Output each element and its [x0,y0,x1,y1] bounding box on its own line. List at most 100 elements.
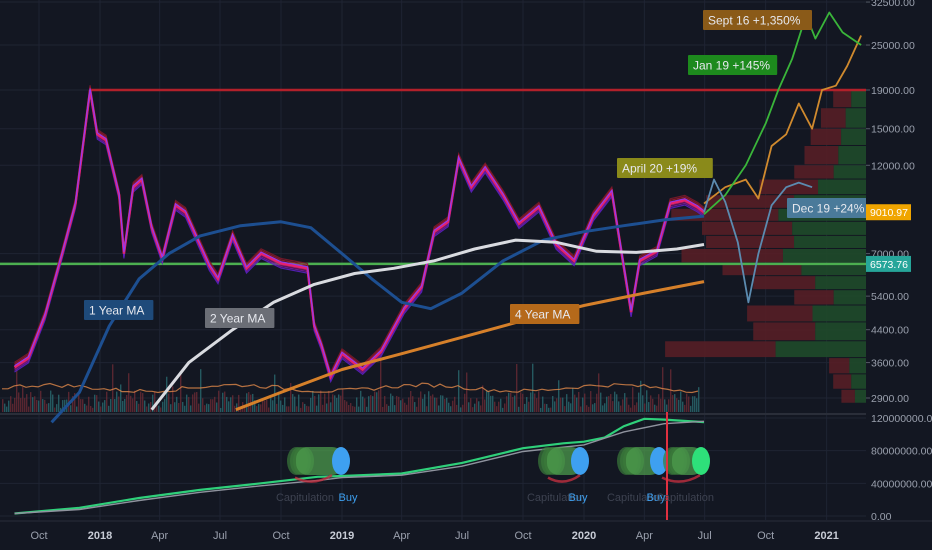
volume-bar [498,401,500,412]
volume-bar [372,396,374,412]
indicator-dip [294,474,333,483]
volume-bar [546,404,548,412]
volume-bar [650,395,652,412]
volume-bar [612,401,614,412]
volume-bar [558,380,560,412]
volume-bar [676,398,678,412]
volume-bar [648,402,650,412]
volume-profile-bar-buy [838,145,866,165]
volume-bar [2,399,4,412]
volume-bar [686,393,688,412]
volume-bar [464,393,466,412]
volume-bar [42,399,44,412]
volume-bar [44,399,46,412]
volume-bar [34,396,36,412]
volume-bar [206,403,208,412]
indicator-tick-label: 0.00 [871,511,892,523]
volume-bar [234,405,236,412]
signal-end-marker [692,447,710,475]
volume-bar [296,406,298,412]
volume-bar [54,407,56,412]
volume-bar [394,405,396,412]
volume-profile-bar-buy [851,90,866,108]
volume-bar [548,407,550,412]
volume-bar [212,399,214,412]
time-tick-label: Oct [272,530,289,542]
volume-bar [468,402,470,412]
volume-bar [60,407,62,412]
volume-bar [92,407,94,412]
volume-bar [396,395,398,412]
volume-bar [348,405,350,412]
volume-bar [508,392,510,412]
volume-bar [168,393,170,412]
price-tick-label: 15000.00 [871,124,915,136]
volume-bar [266,399,268,412]
volume-bar [696,398,698,412]
volume-bar [374,391,376,412]
volume-bar [532,363,534,412]
volume-bar [138,403,140,412]
time-tick-label: Apr [393,530,410,542]
volume-bar [566,394,568,412]
axis-panel [866,0,932,550]
volume-bar [220,407,222,412]
volume-bar [120,384,122,412]
volume-bar [126,395,128,412]
volume-profile-bar-buy [854,389,866,403]
indicator-label: Capitulation [656,492,714,504]
volume-bar [476,398,478,412]
volume-bar [480,405,482,412]
price-tick-label: 4400.00 [871,325,909,337]
volume-bar [16,368,18,412]
volume-bar [680,391,682,412]
time-tick-label: Jul [698,530,712,542]
volume-bar [200,369,202,412]
volume-bar [210,399,212,412]
volume-bar [448,402,450,412]
volume-bar [358,406,360,412]
volume-bar [514,395,516,412]
volume-bar [388,405,390,412]
volume-bar [304,403,306,412]
volume-bar [370,395,372,412]
volume-bar [80,399,82,412]
volume-bar [414,402,416,412]
volume-bar [608,396,610,412]
volume-profile-bar-sell [794,165,834,179]
volume-bar [412,396,414,412]
price-tick-label: 2900.00 [871,393,909,405]
volume-bar [620,405,622,412]
volume-bar [406,404,408,412]
volume-bar [152,394,154,412]
volume-bar [186,394,188,412]
volume-bar [698,387,700,412]
volume-bar [124,398,126,412]
volume-bar [614,391,616,412]
volume-bar [596,393,598,412]
volume-bar [340,395,342,412]
volume-bar [270,398,272,412]
volume-bar [510,393,512,412]
volume-profile-bar-sell [794,290,834,305]
volume-bar [182,401,184,412]
volume-bar [94,394,96,412]
volume-bar [22,387,24,412]
volume-bar [518,406,520,412]
volume-bar [342,389,344,412]
volume-bar [134,390,136,412]
volume-bar [82,399,84,412]
volume-bar [486,390,488,412]
volume-bar [398,396,400,412]
volume-bar [276,403,278,412]
volume-bar [12,403,14,412]
volume-bar [666,404,668,412]
volume-bar [366,406,368,412]
volume-profile [665,90,866,403]
volume-bar [282,404,284,412]
volume-profile-bar-sell [829,358,850,374]
volume-profile-bar-buy [794,235,866,248]
volume-bar [610,394,612,412]
price-line-overlay [14,88,705,377]
